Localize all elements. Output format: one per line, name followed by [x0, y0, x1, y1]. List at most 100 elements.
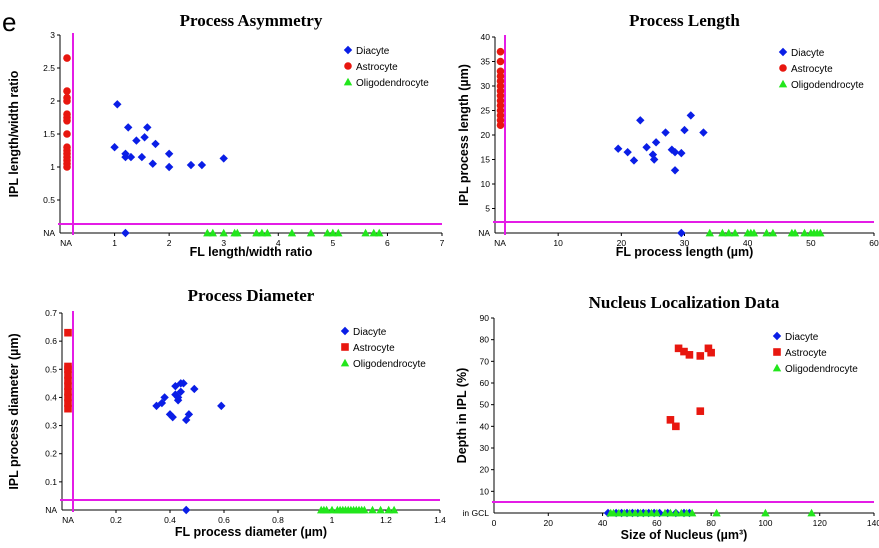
astrocyte-point-na-fl — [63, 94, 71, 102]
legend-marker-oligodendrocyte — [344, 78, 352, 86]
y-tick-label: 40 — [481, 32, 491, 42]
diacyte-point — [151, 140, 159, 148]
y-axis-label: IPL process length (µm) — [457, 64, 471, 206]
y-tick-label: 90 — [480, 313, 490, 323]
diacyte-point — [680, 126, 688, 134]
x-axis-label: FL process diameter (µm) — [175, 525, 327, 539]
legend-marker-diacyte — [344, 46, 352, 54]
x-tick-label: 10 — [553, 238, 563, 248]
legend-marker-astrocyte — [341, 343, 349, 351]
x-na-label: NA — [62, 515, 74, 525]
diacyte-point — [217, 402, 225, 410]
y-tick-label: 2 — [50, 96, 55, 106]
diacyte-point — [165, 163, 173, 171]
legend-label-diacyte: Diacyte — [353, 327, 387, 338]
diacyte-point — [124, 123, 132, 131]
y-tick-label: 0.6 — [45, 336, 57, 346]
y-tick-label: 35 — [481, 57, 491, 67]
legend-label-oligodendrocyte: Oligodendrocyte — [356, 78, 429, 89]
x-tick-label: 60 — [869, 238, 879, 248]
y-tick-label: 3 — [50, 30, 55, 40]
x-tick-label: 0.4 — [164, 515, 176, 525]
y-tick-label: 0.5 — [43, 195, 55, 205]
diacyte-point — [110, 143, 118, 151]
y-na-label: NA — [45, 505, 57, 515]
legend-label-oligodendrocyte: Oligodendrocyte — [353, 359, 426, 370]
legend-marker-astrocyte — [344, 62, 352, 70]
astrocyte-point-na-fl — [63, 143, 71, 151]
astrocyte-point — [667, 416, 675, 424]
diacyte-point — [614, 145, 622, 153]
x-tick-label: 40 — [598, 518, 608, 528]
diacyte-point — [671, 166, 679, 174]
y-tick-label: 30 — [480, 443, 490, 453]
astrocyte-point — [672, 423, 680, 431]
y-tick-label: 20 — [481, 130, 491, 140]
astrocyte-point-na-fl — [63, 54, 71, 62]
x-axis-label: FL length/width ratio — [190, 245, 313, 259]
legend-label-astrocyte: Astrocyte — [356, 62, 398, 73]
diacyte-point — [642, 143, 650, 151]
legend-marker-astrocyte — [773, 348, 781, 356]
y-tick-label: 10 — [481, 179, 491, 189]
chart-title: Nucleus Localization Data — [589, 293, 780, 312]
y-tick-label: 2.5 — [43, 63, 55, 73]
legend-label-astrocyte: Astrocyte — [791, 64, 833, 75]
legend-marker-oligodendrocyte — [341, 359, 349, 367]
x-tick-label: 100 — [758, 518, 772, 528]
x-tick-label: 7 — [440, 238, 445, 248]
diacyte-point — [677, 149, 685, 157]
astrocyte-point-na-fl — [497, 58, 505, 66]
x-tick-label: 60 — [652, 518, 662, 528]
legend-label-astrocyte: Astrocyte — [353, 343, 395, 354]
legend-marker-diacyte — [773, 332, 781, 340]
y-na-label: NA — [478, 228, 490, 238]
panel-letter: e — [2, 7, 16, 37]
x-tick-label: 0.6 — [218, 515, 230, 525]
panel-process-length: Process Length10 20 30 40 50 6051015202530354… — [457, 11, 879, 259]
chart-title: Process Length — [629, 11, 740, 30]
diacyte-point — [138, 153, 146, 161]
y-axis-label: IPL process diameter (µm) — [7, 333, 21, 489]
chart-title: Process Diameter — [188, 286, 315, 305]
diacyte-point — [198, 161, 206, 169]
legend-label-diacyte: Diacyte — [791, 48, 825, 59]
y-axis-label: Depth in IPL (%) — [455, 368, 469, 464]
astrocyte-point — [696, 407, 704, 415]
astrocyte-point-na-fl — [63, 130, 71, 138]
legend-label-oligodendrocyte: Oligodendrocyte — [791, 80, 864, 91]
astrocyte-point-na-fl — [63, 110, 71, 118]
diacyte-point — [140, 133, 148, 141]
y-tick-label: 25 — [481, 106, 491, 116]
diacyte-point — [699, 128, 707, 136]
astrocyte-point-na-fl — [64, 329, 72, 337]
legend-marker-diacyte — [779, 48, 787, 56]
astrocyte-point — [707, 349, 715, 357]
x-na-label: NA — [494, 238, 506, 248]
y-tick-label: 0.7 — [45, 308, 57, 318]
astrocyte-point — [696, 352, 704, 360]
y-tick-label: 40 — [480, 421, 490, 431]
x-tick-label: 0.8 — [272, 515, 284, 525]
x-tick-label: 0.2 — [110, 515, 122, 525]
x-tick-label: 50 — [806, 238, 816, 248]
legend-label-astrocyte: Astrocyte — [785, 348, 827, 359]
panel-process-diameter: Process Diameter 0.2 0.4 0.6 0.8 1 1.2 1.4 0.1 0.… — [7, 286, 446, 539]
legend-marker-oligodendrocyte — [779, 80, 787, 88]
x-tick-label: 1 — [330, 515, 335, 525]
y-tick-label: 70 — [480, 356, 490, 366]
legend-marker-astrocyte — [779, 64, 787, 72]
diacyte-point — [661, 128, 669, 136]
x-tick-label: 20 — [544, 518, 554, 528]
astrocyte-point-na-fl — [497, 48, 505, 56]
y-tick-label: 0.1 — [45, 477, 57, 487]
legend-label-oligodendrocyte: Oligodendrocyte — [785, 364, 858, 375]
y-na-label: in GCL — [463, 508, 490, 518]
diacyte-point — [149, 160, 157, 168]
astrocyte-point-na-fl — [64, 363, 72, 371]
astrocyte-point — [686, 351, 694, 359]
diacyte-point — [187, 161, 195, 169]
x-tick-label: 1.4 — [434, 515, 446, 525]
